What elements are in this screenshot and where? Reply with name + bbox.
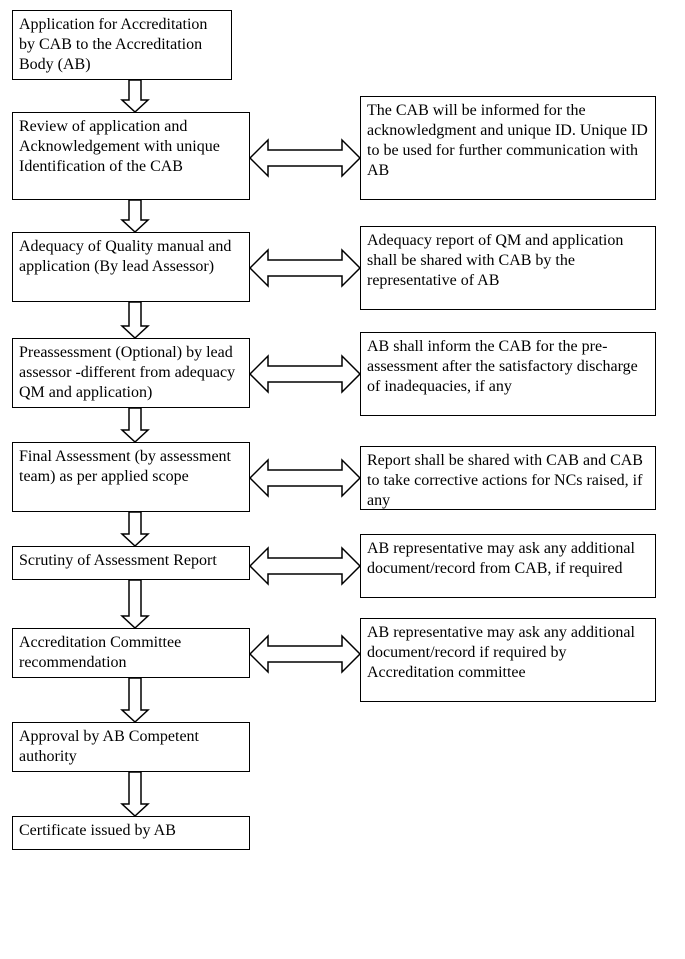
node-text: Scrutiny of Assessment Report (19, 552, 217, 569)
note-preassessment: AB shall inform the CAB for the pre-asse… (360, 332, 656, 416)
node-text: AB shall inform the CAB for the pre-asse… (367, 338, 638, 395)
node-application: Application for Accreditation by CAB to … (12, 10, 232, 80)
down-arrow-icon (122, 408, 148, 442)
node-text: Preassessment (Optional) by lead assesso… (19, 344, 235, 401)
down-arrow-icon (122, 512, 148, 546)
node-committee: Accreditation Committee recommendation (12, 628, 250, 678)
down-arrow-icon (122, 580, 148, 628)
node-text: Application for Accreditation by CAB to … (19, 16, 207, 73)
node-text: Review of application and Acknowledgemen… (19, 118, 220, 175)
accreditation-flowchart: Application for Accreditation by CAB to … (10, 10, 675, 949)
bi-arrow-icon (250, 636, 360, 672)
node-text: AB representative may ask any additional… (367, 540, 635, 577)
node-approval: Approval by AB Competent authority (12, 722, 250, 772)
down-arrow-icon (122, 200, 148, 232)
bi-arrow-icon (250, 140, 360, 176)
bi-arrow-icon (250, 460, 360, 496)
down-arrow-icon (122, 678, 148, 722)
node-adequacy: Adequacy of Quality manual and applicati… (12, 232, 250, 302)
node-text: The CAB will be informed for the acknowl… (367, 102, 648, 179)
bi-arrow-icon (250, 250, 360, 286)
bi-arrow-icon (250, 356, 360, 392)
note-review-ack: The CAB will be informed for the acknowl… (360, 96, 656, 200)
node-text: Adequacy of Quality manual and applicati… (19, 238, 231, 275)
node-final-assessment: Final Assessment (by assessment team) as… (12, 442, 250, 512)
down-arrow-icon (122, 302, 148, 338)
node-preassessment: Preassessment (Optional) by lead assesso… (12, 338, 250, 408)
note-final-assessment: Report shall be shared with CAB and CAB … (360, 446, 656, 510)
node-text: Certificate issued by AB (19, 822, 176, 839)
node-scrutiny: Scrutiny of Assessment Report (12, 546, 250, 580)
node-text: Approval by AB Competent authority (19, 728, 199, 765)
node-certificate: Certificate issued by AB (12, 816, 250, 850)
node-text: AB representative may ask any additional… (367, 624, 635, 681)
down-arrow-icon (122, 772, 148, 816)
note-scrutiny: AB representative may ask any additional… (360, 534, 656, 598)
bi-arrow-icon (250, 548, 360, 584)
node-text: Final Assessment (by assessment team) as… (19, 448, 231, 485)
node-text: Adequacy report of QM and application sh… (367, 232, 623, 289)
node-text: Report shall be shared with CAB and CAB … (367, 452, 643, 509)
note-adequacy: Adequacy report of QM and application sh… (360, 226, 656, 310)
node-review-ack: Review of application and Acknowledgemen… (12, 112, 250, 200)
node-text: Accreditation Committee recommendation (19, 634, 181, 671)
down-arrow-icon (122, 80, 148, 112)
note-committee: AB representative may ask any additional… (360, 618, 656, 702)
